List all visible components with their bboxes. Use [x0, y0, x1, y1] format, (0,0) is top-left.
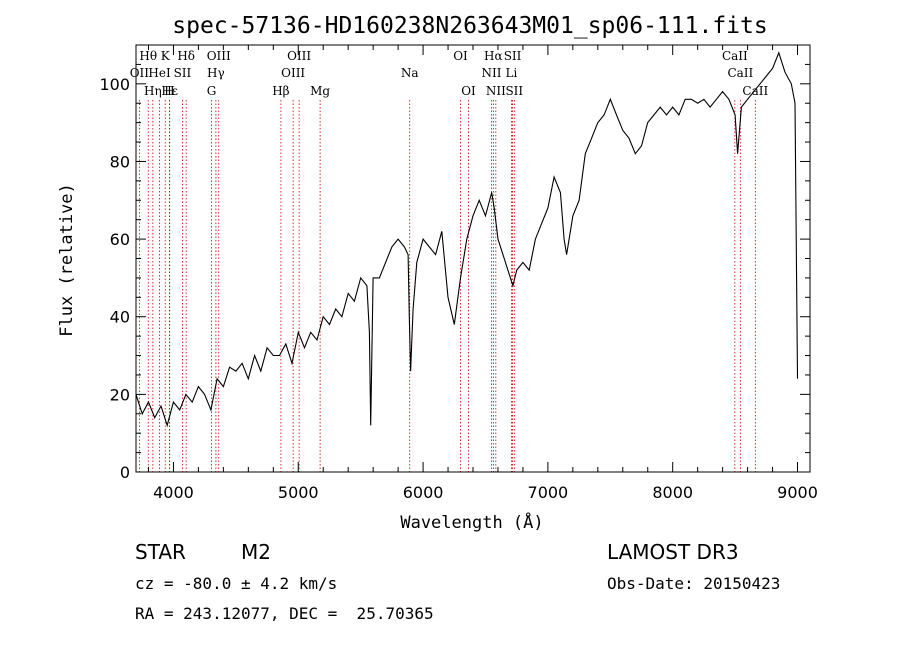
spectral-line-label: CaII: [742, 84, 768, 98]
survey-name: LAMOST DR3: [607, 540, 739, 564]
spectral-line-label: Hγ: [207, 66, 225, 80]
coordinates: RA = 243.12077, DEC = 25.70365: [135, 604, 434, 623]
spectral-line-label: Hη: [144, 84, 162, 98]
x-axis-label: Wavelength (Å): [400, 511, 543, 533]
spectral-line-label: OII: [130, 66, 150, 80]
spectral-line-label: CaII: [727, 66, 753, 80]
y-tick-label: 0: [120, 463, 130, 482]
object-subclass: M2: [241, 540, 271, 564]
y-axis-label: Flux (relative): [57, 183, 77, 337]
y-tick-label: 20: [110, 385, 130, 404]
x-tick-label: 8000: [652, 483, 693, 502]
spectral-line-label: OI: [461, 84, 476, 98]
spectral-line-label: G: [207, 84, 217, 98]
x-tick-label: 5000: [278, 483, 319, 502]
spectral-line-label: SII: [505, 84, 523, 98]
chart-title: spec-57136-HD160238N263643M01_sp06-111.f…: [172, 13, 767, 39]
obs-date: Obs-Date: 20150423: [607, 574, 781, 593]
spectral-line-label: OIII: [281, 66, 305, 80]
x-tick-label: 4000: [153, 483, 194, 502]
x-tick-label: 7000: [528, 483, 569, 502]
spectral-line-label: Hε: [161, 84, 178, 98]
spectral-line-label: SII: [504, 49, 522, 63]
axis-ticks: 4000 5000 6000 7000 8000 9000 0 20 40 60 80 100: [99, 44, 818, 502]
spectral-line-label: Mg: [310, 84, 330, 98]
spectral-line-label: OI: [453, 49, 468, 63]
spectral-line-label: Na: [401, 66, 419, 80]
spectral-line-label: Hθ: [139, 49, 157, 63]
spectrum-series: [135, 51, 799, 428]
spectral-line-label: OIII: [287, 49, 311, 63]
spectral-line-label: NII: [486, 84, 506, 98]
spectral-line-label: CaII: [722, 49, 748, 63]
plot-frame: [135, 44, 811, 473]
spectral-line-label: Hβ: [272, 84, 289, 98]
spectral-line-label: Hδ: [177, 49, 195, 63]
spectral-line-label: NII: [481, 66, 501, 80]
y-tick-label: 40: [110, 308, 130, 327]
spectral-line-label: H: [164, 84, 174, 98]
spectral-line-label: Hα: [484, 49, 503, 63]
spectral-line-label: SII: [174, 66, 192, 80]
y-tick-label: 80: [110, 152, 130, 171]
x-tick-label: 9000: [777, 483, 818, 502]
redshift-text: cz = -80.0 ± 4.2 km/s: [135, 574, 338, 593]
y-tick-label: 60: [110, 230, 130, 249]
spectral-line-label: K: [161, 49, 171, 63]
spectral-line-label: OIII: [207, 49, 231, 63]
x-tick-label: 6000: [403, 483, 444, 502]
spectrum-line: [135, 51, 799, 428]
object-class: STAR: [135, 540, 186, 564]
y-tick-label: 100: [99, 75, 130, 94]
spectral-line-label: Li: [506, 66, 518, 80]
spectral-line-label: HeI: [148, 66, 171, 80]
